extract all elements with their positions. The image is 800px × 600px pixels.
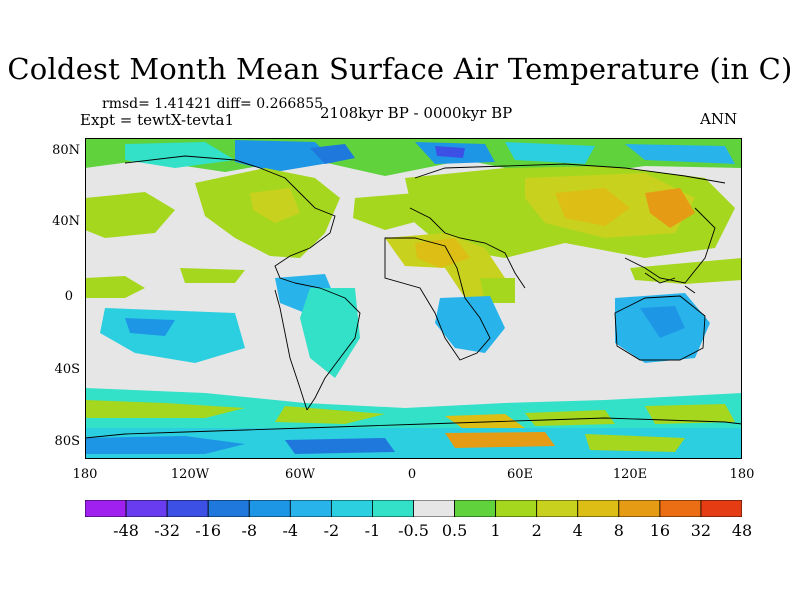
anomaly-fields [85,138,742,459]
colorbar-tick-label: 2 [531,521,542,540]
colorbar-swatch [166,500,209,517]
lon-label: 60E [506,467,534,482]
coastlines [85,155,742,439]
colorbar-swatch [85,500,127,517]
lon-label: 180 [72,467,98,482]
season-label: ANN [700,110,738,128]
colorbar-swatch [372,500,414,517]
colorbar-tick-label: 8 [613,521,624,540]
lon-label: 120W [170,467,210,482]
period-label: 2108kyr BP - 0000kyr BP [320,104,513,122]
colorbar-tick-label: -8 [241,521,258,540]
colorbar-tick-label: -32 [154,521,180,540]
colorbar-swatch [248,500,291,517]
colorbar-swatch [330,500,373,517]
colorbar-tick-label: 1 [490,521,501,540]
colorbar-swatch [577,500,620,517]
colorbar-tick-label: 0.5 [441,521,468,540]
colorbar-tick-label: -0.5 [398,521,429,540]
lat-label: 80S [54,434,80,449]
colorbar-swatch [618,500,661,517]
colorbar-swatch [289,500,332,517]
colorbar-swatch [495,500,538,517]
colorbar-tick-label: 48 [731,521,753,540]
colorbar-swatch [125,500,168,517]
lat-label: 0 [64,289,73,304]
colorbar-tick-label: -48 [113,521,139,540]
experiment-label: Expt = tewtX-tevta1 [80,111,235,129]
colorbar-swatch [659,500,702,517]
colorbar-swatch [207,500,250,517]
temperature-map [85,138,742,459]
colorbar-tick-label: 4 [572,521,583,540]
map-svg [85,138,742,459]
colorbar-tick-label: 16 [649,521,671,540]
colorbar-swatch [700,500,742,517]
colorbar-tick-label: 32 [690,521,712,540]
lat-label: 40N [52,214,80,229]
stats-label: rmsd= 1.41421 diff= 0.266855 [102,96,324,112]
lon-label: 120E [612,467,648,482]
colorbar-tick-label: -4 [282,521,299,540]
chart-title: Coldest Month Mean Surface Air Temperatu… [7,52,793,86]
lon-label: 60W [285,467,315,482]
colorbar-swatch [454,500,497,517]
colorbar-tick-label: -16 [195,521,222,540]
lat-label: 40S [54,362,80,377]
map-frame [85,138,742,459]
colorbar [85,500,742,517]
colorbar-tick-label: -1 [364,521,381,540]
lon-label: 180 [729,467,755,482]
colorbar-tick-label: -2 [323,521,340,540]
lon-label: 0 [407,467,417,482]
lat-label: 80N [52,143,80,158]
colorbar-swatch [536,500,579,517]
colorbar-swatch [413,500,455,517]
